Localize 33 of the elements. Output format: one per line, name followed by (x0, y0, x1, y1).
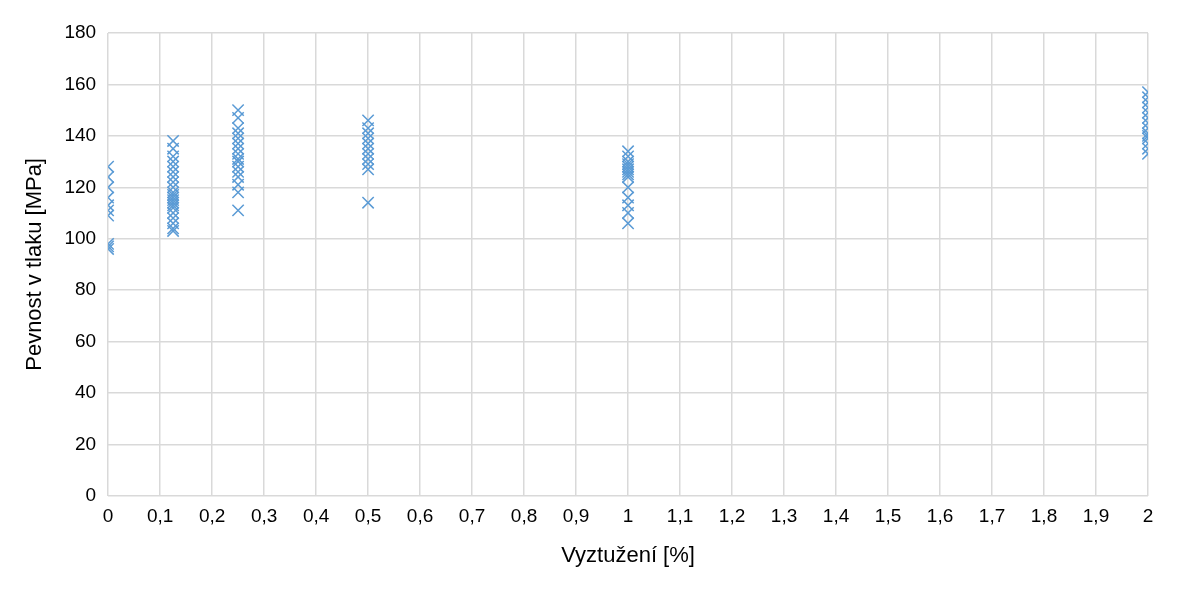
x-tick-label: 0,6 (406, 505, 434, 527)
x-tick-label: 1,9 (1082, 505, 1110, 527)
y-tick-label: 60 (74, 329, 97, 351)
x-tick-label: 0,1 (146, 505, 174, 527)
x-tick-label: 2 (1142, 505, 1154, 527)
y-tick-label: 20 (74, 432, 97, 454)
x-tick-label: 1,7 (978, 505, 1006, 527)
x-tick-label: 1,3 (770, 505, 798, 527)
x-tick-label: 1 (622, 505, 634, 527)
x-tick-label: 0,9 (562, 505, 590, 527)
x-tick-label: 0 (102, 505, 114, 527)
x-tick-label: 1,6 (926, 505, 954, 527)
x-axis-title: Vyztužení [%] (561, 541, 695, 567)
y-tick-label: 40 (74, 381, 97, 403)
y-tick-label: 160 (64, 72, 97, 94)
x-tick-label: 0,4 (302, 505, 330, 527)
x-tick-label: 0,5 (354, 505, 382, 527)
y-tick-label: 100 (64, 226, 97, 248)
y-tick-label: 80 (74, 278, 97, 300)
x-tick-label: 1,4 (822, 505, 850, 527)
x-tick-label: 0,2 (198, 505, 226, 527)
y-tick-label: 180 (64, 21, 97, 43)
y-tick-label: 0 (85, 484, 97, 506)
x-tick-label: 0,8 (510, 505, 538, 527)
y-tick-label: 120 (64, 175, 97, 197)
x-tick-label: 0,3 (250, 505, 278, 527)
x-tick-label: 1,2 (718, 505, 746, 527)
x-tick-label: 0,7 (458, 505, 486, 527)
x-tick-label: 1,1 (666, 505, 694, 527)
x-tick-label: 1,5 (874, 505, 902, 527)
y-tick-label: 140 (64, 124, 97, 146)
y-axis-title: Pevnost v tlaku [MPa] (21, 158, 47, 371)
x-tick-label: 1,8 (1030, 505, 1058, 527)
